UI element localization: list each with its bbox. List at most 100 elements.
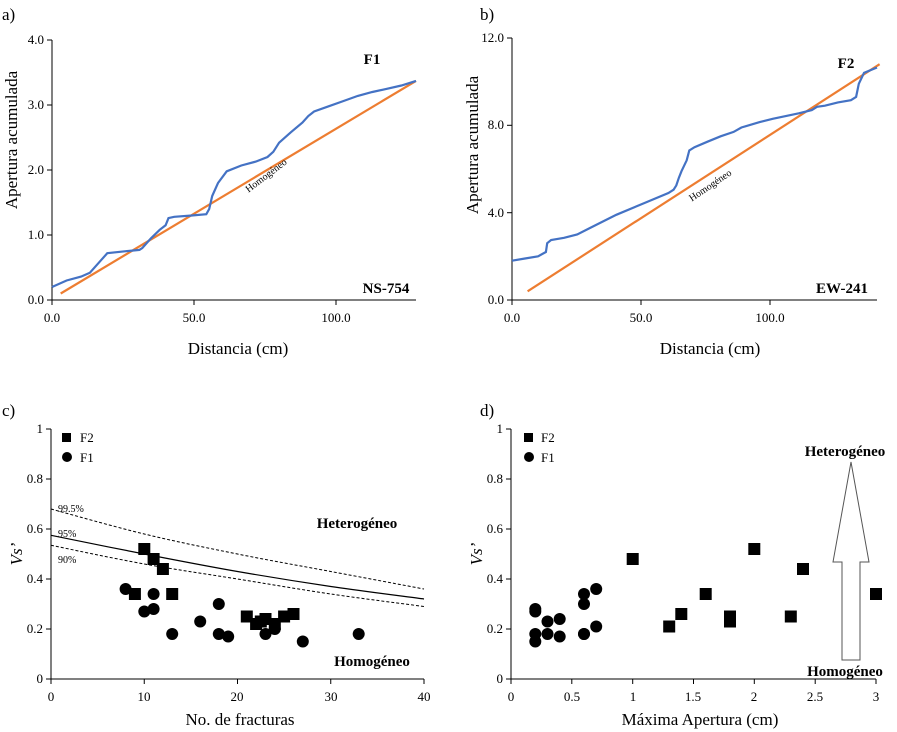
- panel-d-f1-marker: [553, 613, 566, 625]
- panel-d-markers: [529, 543, 882, 648]
- panel-a-ytick-label: 1.0: [28, 227, 44, 242]
- panel-d-legend-f2: F2: [541, 430, 555, 445]
- panel-c-y-axis-label: Vs’: [7, 542, 26, 565]
- panel-d-ytick-label: 0.2: [487, 621, 503, 636]
- panel-b-xtick-label: 100.0: [755, 310, 784, 325]
- panel-d-f1-marker: [578, 628, 590, 640]
- panel-c-f1-marker: [138, 605, 151, 618]
- panel-c-legend-f1: F1: [80, 450, 94, 465]
- panel-d-region-top: Heterogéneo: [805, 444, 886, 460]
- panel-a-ytick-label: 0.0: [28, 292, 44, 307]
- panel-d-f1-marker: [553, 630, 566, 643]
- panel-c-curve-95: [50, 534, 425, 600]
- panel-a-y-axis-label: Apertura acumulada: [2, 70, 21, 209]
- panel-d-f2-marker: [699, 588, 712, 600]
- panel-d-legend-f1: F1: [541, 450, 555, 465]
- panel-c-f2-marker: [156, 563, 169, 575]
- panel-d-y-axis-label: Vs’: [467, 542, 486, 565]
- panel-c-ytick-label: 0: [37, 671, 44, 686]
- panel-d-xtick-label: 1: [630, 689, 637, 704]
- panel-d-axes: [506, 428, 877, 684]
- panel-d-xtick-label: 2.5: [807, 689, 823, 704]
- panel-d-xtick-label: 0: [508, 689, 515, 704]
- panel-c-ytick-label: 0.6: [27, 521, 44, 536]
- panel-b-label: b): [480, 5, 494, 24]
- panel-c-f1-marker: [296, 635, 309, 648]
- panel-c: c) 0 0.2 0.4 0.6 0.8 1 0 10 20 30 40 No.…: [2, 401, 431, 729]
- panel-c-f1-marker: [268, 623, 281, 635]
- legend-circle-marker: [524, 452, 534, 462]
- panel-b-ytick-label: 12.0: [481, 30, 504, 45]
- panel-d-f2-marker: [784, 610, 797, 623]
- panel-c-region-top: Heterogéneo: [317, 516, 398, 532]
- panel-c-curve-90: [50, 544, 425, 607]
- panel-c-legend: F2 F1: [62, 430, 94, 465]
- legend-circle-marker: [62, 452, 72, 462]
- panel-c-f1-marker: [166, 628, 179, 640]
- panel-a-ytick-label: 3.0: [28, 97, 44, 112]
- panel-a-label: a): [2, 5, 15, 24]
- panel-c-f1-marker: [147, 603, 160, 615]
- panel-c-ytick-label: 0.2: [27, 621, 43, 636]
- panel-c-f2-marker: [287, 608, 300, 620]
- panel-c-ytick-label: 1: [37, 421, 44, 436]
- panel-c-xtick-label: 30: [325, 689, 338, 704]
- panel-d-f1-marker: [529, 603, 542, 615]
- panel-c-f1-marker: [352, 628, 365, 640]
- panel-d-f1-marker: [529, 628, 542, 640]
- panel-d-xtick-label: 2: [751, 689, 758, 704]
- panel-c-curve-label: 99.5%: [58, 504, 84, 515]
- panel-a-cumulative-line: [51, 79, 417, 289]
- panel-d-f2-marker: [870, 588, 882, 600]
- panel-d-f2-marker: [724, 615, 736, 628]
- panel-c-x-axis-label: No. de fracturas: [185, 710, 294, 729]
- panel-c-f2-marker: [240, 610, 253, 623]
- panel-c-f1-marker: [147, 588, 160, 600]
- panel-c-f1-marker: [212, 598, 225, 610]
- panel-d-f2-marker: [797, 563, 809, 575]
- panel-c-ytick-label: 0.4: [27, 571, 44, 586]
- panel-c-f1-marker: [259, 628, 272, 640]
- panel-b-ytick-label: 4.0: [488, 205, 504, 220]
- panel-d-f1-marker: [578, 598, 590, 610]
- panel-c-f2-marker: [278, 610, 291, 623]
- panel-b: b) 0.0 4.0 8.0 12.0 0.0 50.0 100.0 Dista…: [463, 5, 881, 358]
- panel-d-xtick-label: 0.5: [564, 689, 580, 704]
- panel-d-xtick-label: 1.5: [685, 689, 701, 704]
- panel-c-f1-marker: [222, 630, 235, 643]
- panel-c-f2-marker: [128, 588, 141, 600]
- panel-d-f2-marker: [663, 620, 676, 633]
- panel-d-f1-marker: [541, 628, 554, 640]
- panel-b-series-label: F2: [838, 56, 855, 72]
- panel-d-label: d): [480, 401, 494, 420]
- legend-square-marker: [62, 433, 71, 442]
- panel-a-x-axis-label: Distancia (cm): [188, 339, 289, 358]
- panel-c-f2-marker: [138, 543, 151, 555]
- panel-d-f2-marker: [675, 608, 688, 620]
- panel-c-f1-marker: [194, 615, 207, 628]
- panel-a-axes: [47, 39, 416, 305]
- panel-d-ytick-label: 0.8: [487, 471, 503, 486]
- panel-c-xtick-label: 10: [138, 689, 151, 704]
- panel-c-region-bottom: Homogéneo: [334, 654, 410, 670]
- panel-d-f1-marker: [578, 588, 590, 600]
- panel-b-ytick-label: 8.0: [488, 117, 504, 132]
- panel-a-homogeneous-line: [60, 79, 417, 295]
- panel-c-axes: [46, 428, 425, 684]
- panel-d-f2-marker: [748, 543, 761, 555]
- panel-d-legend: F2 F1: [524, 430, 555, 465]
- panel-d-ytick-label: 0: [497, 671, 504, 686]
- panel-b-ytick-label: 0.0: [488, 292, 504, 307]
- panel-d: d) 0 0.2 0.4 0.6 0.8 1 0 0.5 1 1.5 2: [467, 401, 885, 729]
- panel-d-f1-marker: [590, 620, 603, 633]
- panel-b-homogeneous-line: [527, 63, 881, 293]
- panel-a-ytick-label: 2.0: [28, 162, 44, 177]
- panel-b-x-axis-label: Distancia (cm): [660, 339, 761, 358]
- panel-a-site-label: NS-754: [363, 281, 410, 297]
- panel-c-curve-label: 90%: [58, 555, 76, 566]
- panel-b-xtick-label: 50.0: [630, 310, 653, 325]
- panel-d-region-bottom: Homogéneo: [807, 664, 883, 680]
- panel-d-f1-marker: [541, 615, 554, 628]
- panel-c-f1-marker: [119, 583, 132, 595]
- panel-a-series-label: F1: [364, 52, 381, 68]
